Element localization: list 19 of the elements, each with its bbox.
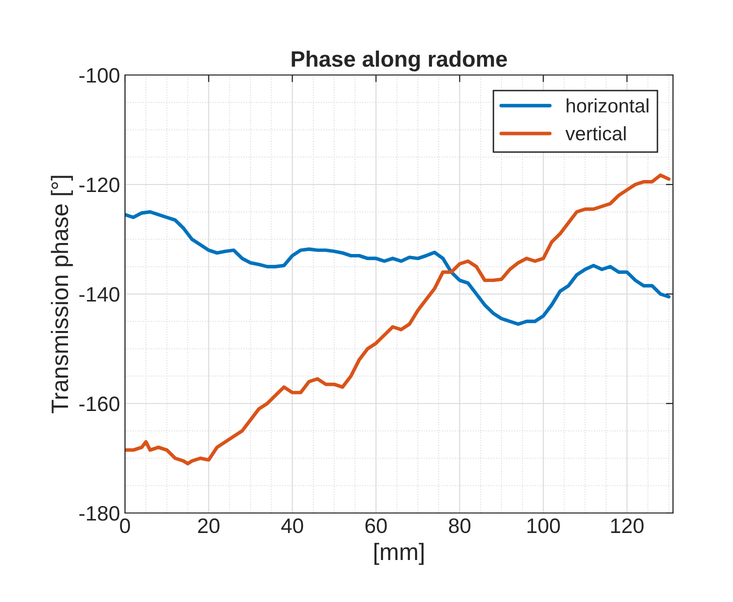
y-tick-label: -160	[79, 396, 120, 412]
x-tick-label: 20	[198, 518, 220, 534]
chart-title: Phase along radome	[292, 50, 507, 72]
x-tick-label: 40	[281, 518, 304, 534]
x-tick-label: 0	[120, 518, 130, 534]
legend-label: horizontal	[566, 98, 648, 113]
x-tick-label: 100	[528, 518, 560, 534]
line-series	[125, 173, 671, 466]
x-tick-label: 60	[365, 518, 387, 534]
y-tick-label: -120	[79, 178, 120, 192]
legend-label: vertical	[565, 126, 626, 140]
x-tick-label: 120	[611, 518, 644, 534]
y-axis-title: Transmission phase [°]	[50, 176, 73, 414]
x-tick-label: 80	[448, 518, 470, 534]
line-series	[125, 210, 671, 326]
x-axis-title: [mm]	[374, 542, 424, 565]
y-tick-label: -100	[79, 68, 120, 83]
y-tick-label: -180	[79, 506, 120, 521]
y-tick-label: -140	[79, 287, 120, 302]
